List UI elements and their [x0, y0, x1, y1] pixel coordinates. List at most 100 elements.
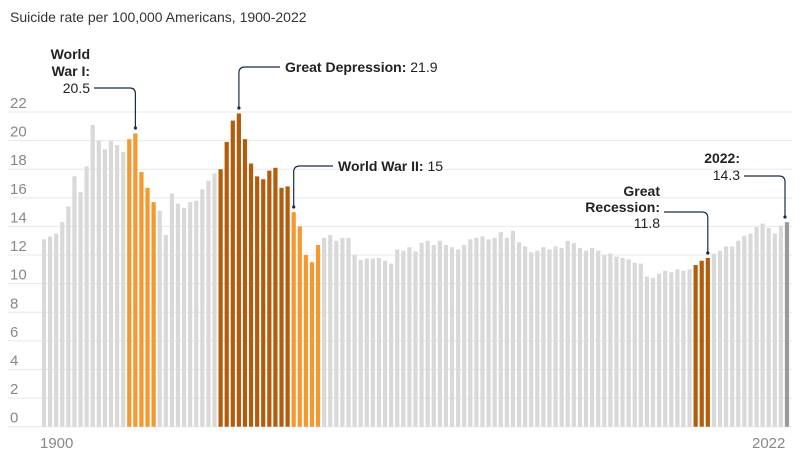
- bar-1931: [230, 120, 235, 427]
- bar-1940: [285, 186, 290, 427]
- bar-1976: [504, 237, 509, 427]
- bar-2012: [723, 246, 729, 427]
- annotation-world-war-ii: World War II: 15: [292, 158, 443, 209]
- bar-1953: [364, 258, 369, 427]
- bar-1959: [401, 250, 406, 427]
- annotation-great-depression: Great Depression: 21.9: [237, 59, 438, 110]
- bar-2019: [766, 227, 771, 427]
- bar-1980: [529, 252, 534, 427]
- bar-1921: [169, 193, 174, 427]
- annotation-great-recession: Great Recession: 11.8: [585, 183, 710, 255]
- bar-1950: [346, 237, 351, 427]
- y-tick-label: 10: [10, 267, 27, 284]
- bar-2020: [772, 233, 777, 427]
- bar-1989: [583, 250, 589, 427]
- bar-1993: [608, 253, 613, 427]
- bar-1986: [565, 240, 570, 427]
- bar-1999: [644, 276, 650, 427]
- y-tick-label: 0: [10, 410, 18, 427]
- annotation-label: Recession:: [585, 199, 660, 215]
- y-tick-label: 8: [10, 295, 18, 312]
- bar-1975: [498, 232, 503, 427]
- annotation-arrow-dot: [133, 126, 137, 130]
- y-tick-label: 20: [10, 124, 27, 141]
- annotation-arrow-dot: [783, 215, 787, 219]
- bar-1995: [620, 257, 625, 427]
- bar-1941: [291, 212, 296, 427]
- bar-1900: [41, 239, 47, 427]
- bar-1957: [389, 263, 394, 427]
- bar-1973: [486, 239, 491, 427]
- y-tick-label: 12: [10, 238, 27, 255]
- bar-1964: [431, 245, 436, 427]
- bar-1987: [571, 242, 576, 427]
- bar-1942: [297, 226, 302, 427]
- chart-title: Suicide rate per 100,000 Americans, 1900…: [10, 9, 307, 25]
- bar-1926: [200, 189, 205, 427]
- bar-1909: [96, 140, 101, 427]
- bar-1968: [456, 249, 461, 427]
- bar-1948: [334, 240, 339, 427]
- annotation-leader-line: [744, 175, 786, 217]
- bar-2013: [730, 246, 735, 427]
- annotation-leader-line: [293, 165, 333, 207]
- bar-1905: [72, 176, 77, 427]
- bar-1952: [358, 260, 363, 427]
- annotation-leader-line: [94, 87, 136, 128]
- bar-1918: [151, 202, 156, 427]
- bar-2018: [760, 223, 765, 427]
- annotation-value: 20.5: [63, 80, 90, 96]
- bar-1971: [474, 237, 479, 427]
- bar-2009: [705, 257, 710, 427]
- annotation-label: 2022:: [704, 150, 740, 166]
- bar-1985: [559, 247, 564, 427]
- bar-1951: [352, 255, 357, 427]
- bar-1902: [54, 233, 59, 427]
- bar-1908: [90, 124, 95, 427]
- bar-1978: [516, 242, 522, 427]
- bar-1928: [212, 173, 217, 427]
- bar-1932: [236, 113, 241, 427]
- bar-1958: [395, 249, 400, 427]
- bar-1990: [590, 247, 595, 427]
- y-tick-label: 18: [10, 152, 27, 169]
- annotation-world-war-i: World War I: 20.5: [51, 46, 137, 130]
- bar-2010: [711, 253, 716, 427]
- bar-1939: [279, 187, 284, 427]
- bar-1913: [121, 152, 126, 427]
- bar-1943: [303, 255, 308, 427]
- bar-1949: [340, 237, 345, 427]
- bar-1998: [638, 263, 643, 427]
- bar-1947: [328, 235, 333, 427]
- annotation-leader-line: [238, 66, 280, 108]
- bar-1962: [419, 242, 424, 427]
- bar-1910: [102, 149, 107, 427]
- bar-2008: [699, 260, 704, 427]
- bar-1956: [382, 260, 388, 427]
- bar-1965: [437, 240, 442, 427]
- bar-1914: [127, 139, 132, 427]
- x-tick-label-1900: 1900: [40, 435, 73, 452]
- bar-2011: [717, 250, 723, 427]
- bars: [41, 113, 790, 427]
- bar-1988: [577, 247, 583, 427]
- annotation-arrow-dot: [706, 251, 710, 255]
- y-tick-label: 6: [10, 324, 18, 341]
- bar-2004: [675, 269, 680, 427]
- bar-1944: [309, 262, 315, 427]
- bar-1919: [157, 210, 162, 427]
- bar-1969: [462, 245, 467, 427]
- annotation-text: Great Depression: 21.9: [285, 59, 438, 75]
- bar-1938: [273, 167, 278, 427]
- annotation-label: World: [51, 46, 90, 62]
- bar-2005: [681, 270, 686, 427]
- bar-1922: [175, 203, 181, 427]
- bar-1991: [596, 250, 601, 427]
- bar-2017: [754, 227, 759, 427]
- bar-1946: [322, 237, 327, 427]
- annotation-2022: 2022: 14.3: [704, 150, 787, 219]
- bar-2001: [656, 273, 662, 427]
- bar-2002: [663, 270, 668, 427]
- bar-1996: [626, 259, 631, 427]
